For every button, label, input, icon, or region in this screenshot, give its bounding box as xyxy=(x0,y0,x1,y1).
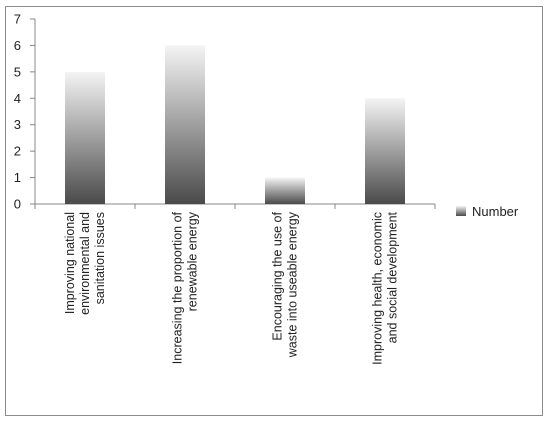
x-category-label: sanitation issues xyxy=(93,212,107,304)
y-tick-labels: 0 1 2 3 4 5 6 7 xyxy=(14,12,21,212)
x-category-label: and social development xyxy=(386,211,400,343)
y-tick-label: 2 xyxy=(14,144,21,159)
bar xyxy=(365,98,405,204)
y-tick-label: 7 xyxy=(14,12,21,27)
legend-swatch xyxy=(456,206,466,216)
y-tick-label: 0 xyxy=(14,197,21,212)
bars xyxy=(65,45,405,204)
bar xyxy=(165,45,205,204)
x-category-label: environmental and xyxy=(78,212,92,315)
x-category-label: renewable energy xyxy=(186,211,200,311)
x-category-label: Improving health, economic xyxy=(371,212,385,365)
y-tick-label: 5 xyxy=(14,64,21,79)
y-tick-label: 3 xyxy=(14,117,21,132)
bar xyxy=(265,177,305,204)
x-category-label: Improving national xyxy=(63,212,77,314)
y-tick-label: 6 xyxy=(14,38,21,53)
x-category-labels: Improving national environmental and sanit… xyxy=(63,211,400,365)
x-category-label: waste into useable energy xyxy=(286,211,300,358)
legend-label: Number xyxy=(472,204,519,219)
x-category-label: Encouraging the use of xyxy=(271,211,285,340)
x-category-label: Increasing the proportion of xyxy=(171,211,185,364)
bar xyxy=(65,71,105,204)
y-tick-label: 4 xyxy=(14,91,21,106)
y-tick-label: 1 xyxy=(14,170,21,185)
legend: Number xyxy=(456,204,519,219)
